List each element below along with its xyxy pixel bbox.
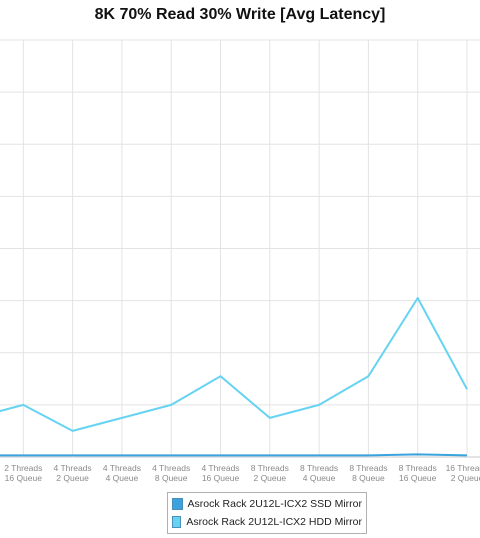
series-line-2 — [0, 297, 468, 432]
x-tick-label-line: 8 Threads — [300, 463, 338, 473]
legend-item[interactable]: Asrock Rack 2U12L-ICX2 HDD Mirror — [172, 513, 362, 531]
x-tick-label-line: 8 Threads — [251, 463, 289, 473]
legend-swatch — [172, 516, 182, 528]
legend-label: Asrock Rack 2U12L-ICX2 SSD Mirror — [187, 498, 362, 510]
x-tick-label-line: 4 Threads — [54, 463, 92, 473]
x-tick-label: 8 Threads 4 Queue — [300, 463, 338, 483]
x-tick-label: 8 Threads 2 Queue — [251, 463, 289, 483]
x-tick-label-line: 8 Queue — [352, 473, 385, 483]
x-tick-label-line: 2 Threads — [4, 463, 42, 473]
x-tick-label-line: 2 Queue — [253, 473, 286, 483]
x-tick-label: 4 Threads 16 Queue — [201, 463, 239, 483]
x-tick-label-line: 8 Threads — [399, 463, 437, 473]
x-tick-label-line: 4 Threads — [103, 463, 141, 473]
x-tick-label: 4 Threads 8 Queue — [152, 463, 190, 483]
legend: Asrock Rack 2U12L-ICX2 SSD Mirror Asrock … — [167, 492, 367, 534]
x-tick-label-line: 4 Queue — [303, 473, 336, 483]
legend-swatch — [172, 498, 183, 510]
series-line-1 — [0, 453, 468, 457]
x-tick-label: 4 Threads 2 Queue — [54, 463, 92, 483]
x-tick-label-line: 16 Threads — [446, 463, 480, 473]
x-tick-label-line: 16 Queue — [5, 473, 43, 483]
x-tick-label-line: 4 Threads — [152, 463, 190, 473]
chart-title: 8K 70% Read 30% Write [Avg Latency] — [94, 6, 386, 23]
legend-item[interactable]: Asrock Rack 2U12L-ICX2 SSD Mirror — [172, 495, 362, 513]
x-tick-label-line: 2 Queue — [451, 473, 480, 483]
x-tick-label-line: 8 Threads — [349, 463, 387, 473]
series-lines — [0, 297, 468, 457]
legend-label: Asrock Rack 2U12L-ICX2 HDD Mirror — [186, 516, 362, 528]
x-tick-label: 8 Threads 16 Queue — [399, 463, 437, 483]
x-tick-label-line: 16 Queue — [202, 473, 240, 483]
x-tick-label: 8 Threads 8 Queue — [349, 463, 387, 483]
x-tick-label-line: 4 Threads — [201, 463, 239, 473]
x-tick-label-line: 2 Queue — [56, 473, 89, 483]
grid-lines — [0, 39, 480, 458]
x-tick-label: 2 Threads 16 Queue — [4, 463, 42, 483]
x-tick-label: 4 Threads 4 Queue — [103, 463, 141, 483]
x-tick-label-line: 8 Queue — [155, 473, 188, 483]
x-tick-label-line: 4 Queue — [106, 473, 139, 483]
x-tick-label-line: 16 Queue — [399, 473, 437, 483]
